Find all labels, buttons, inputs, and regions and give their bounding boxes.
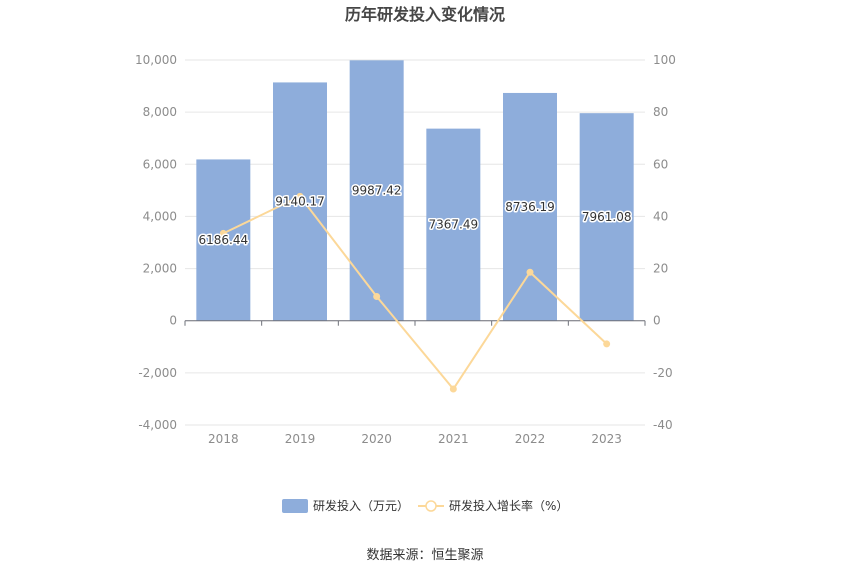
growth-rate-point-2020[interactable]: [373, 292, 381, 300]
bar-data-label: 7367.49: [429, 218, 479, 232]
bar-2022[interactable]: [503, 92, 557, 321]
right-axis-tick-label: 60: [653, 157, 668, 171]
left-axis-tick-label: 2,000: [143, 262, 177, 276]
left-axis-tick-label: 10,000: [135, 53, 177, 67]
x-axis-tick-label: 2021: [438, 432, 469, 446]
right-axis-tick-label: -20: [653, 366, 673, 380]
chart-title: 历年研发投入变化情况: [345, 5, 505, 24]
right-axis-tick-label: 80: [653, 105, 668, 119]
legend-bar-swatch: [282, 499, 308, 513]
x-axis-tick-label: 2022: [515, 432, 546, 446]
left-axis-tick-label: -2,000: [138, 366, 177, 380]
left-axis-tick-label: -4,000: [138, 418, 177, 432]
right-axis-tick-label: 40: [653, 209, 668, 223]
right-axis-tick-label: 100: [653, 53, 676, 67]
left-axis-tick-label: 0: [169, 314, 177, 328]
bar-series: [196, 60, 634, 321]
legend[interactable]: 研发投入（万元） 研发投入增长率（%）: [282, 498, 568, 513]
left-axis-ticks: -4,000 -2,000 0 2,000 4,000 6,000 8,000 10,000: [135, 53, 177, 432]
right-axis-tick-label: 0: [653, 314, 661, 328]
x-axis-tick-label: 2020: [361, 432, 392, 446]
bar-2023[interactable]: [579, 113, 634, 321]
bar-data-label: 9140.17: [275, 195, 325, 209]
growth-rate-point-2019[interactable]: [296, 192, 304, 200]
legend-line-label: 研发投入增长率（%）: [449, 498, 568, 513]
growth-rate-point-2023[interactable]: [603, 340, 611, 348]
x-axis-tick-label: 2018: [208, 432, 239, 446]
legend-bar-label: 研发投入（万元）: [313, 498, 409, 513]
grid-lines: [185, 59, 645, 426]
right-axis-ticks: -40 -20 0 20 40 60 80 100: [653, 53, 676, 432]
left-axis-tick-label: 8,000: [143, 105, 177, 119]
x-axis-tick-label: 2023: [591, 432, 622, 446]
bar-2020[interactable]: [349, 60, 404, 321]
x-axis-ticks: 2018 2019 2020 2021 2022 2023: [208, 432, 622, 446]
bar-data-label: 9987.42: [352, 184, 402, 198]
x-axis: [184, 320, 646, 326]
x-axis-tick-label: 2019: [285, 432, 316, 446]
growth-rate-point-2022[interactable]: [526, 268, 534, 276]
legend-line-marker: [425, 500, 437, 512]
bar-data-label: 7961.08: [582, 210, 632, 224]
bar-2019[interactable]: [273, 82, 327, 321]
line-series: [219, 192, 611, 393]
bar-2021[interactable]: [426, 128, 481, 321]
source-text: 数据来源：恒生聚源: [366, 548, 483, 563]
growth-rate-line: [222, 195, 608, 391]
bar-2018[interactable]: [196, 159, 251, 321]
left-axis-tick-label: 4,000: [143, 209, 177, 223]
right-axis-tick-label: 20: [653, 262, 668, 276]
bar-data-label: 6186.44: [199, 233, 249, 247]
left-axis-tick-label: 6,000: [143, 157, 177, 171]
growth-rate-point-2018[interactable]: [219, 229, 227, 237]
bar-data-label: 8736.19: [505, 200, 555, 214]
bar-data-labels: 6186.44 9140.17 9987.42 7367.49 8736.19 7961.…: [197, 182, 633, 249]
right-axis-tick-label: -40: [653, 418, 673, 432]
growth-rate-point-2021[interactable]: [449, 385, 457, 393]
